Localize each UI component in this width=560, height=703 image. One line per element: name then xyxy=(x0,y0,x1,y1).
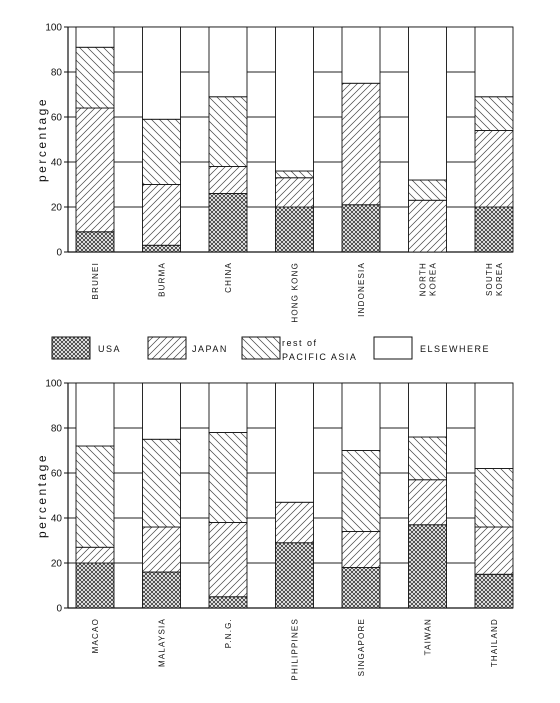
y-axis-label: percentage xyxy=(35,97,49,182)
bar-malaysia-usa xyxy=(142,571,181,609)
y-tick-label: 100 xyxy=(45,379,62,390)
bar-burma-usa xyxy=(142,244,181,253)
legend-elsewhere-swatch xyxy=(373,336,413,360)
x-tick-label: MALAYSIA xyxy=(158,618,167,667)
bar-macao-elsewhere xyxy=(75,382,115,447)
bar-china-elsewhere xyxy=(208,26,248,98)
bar-taiwan-japan xyxy=(408,479,447,526)
x-tick-label: CHINA xyxy=(224,262,233,293)
bar-singapore-usa xyxy=(341,567,381,609)
x-tick-label: SOUTHKOREA xyxy=(485,262,504,296)
bar-burma-elsewhere xyxy=(142,26,181,120)
bar-p-n-g-elsewhere xyxy=(208,382,248,433)
x-tick-label: TAIWAN xyxy=(424,618,433,655)
y-tick-label: 40 xyxy=(51,514,63,525)
y-axis-label: percentage xyxy=(35,453,49,538)
legend-rest-swatch xyxy=(241,336,281,360)
bar-china-rest-of-pacific-asia xyxy=(208,96,248,167)
bar-thailand-rest-of-pacific-asia xyxy=(474,468,514,528)
bar-china-japan xyxy=(208,166,248,194)
bar-philippines-japan xyxy=(275,501,314,544)
bar-south-korea-elsewhere xyxy=(474,26,514,98)
x-tick-label: BRUNEI xyxy=(91,262,100,299)
bottom-chart-panel: 0 20 40 60 80 100 percentage MACAO MALAYSIA P.N.G… xyxy=(35,379,514,681)
y-tick-label: 0 xyxy=(56,604,62,615)
bar-macao-rest-of-pacific-asia xyxy=(75,445,115,548)
bar-north-korea-rest-of-pacific-asia xyxy=(408,179,447,201)
bar-indonesia-elsewhere xyxy=(341,26,381,84)
y-tick-label: 40 xyxy=(51,158,63,169)
bar-south-korea-japan xyxy=(474,130,514,208)
bar-p-n-g-rest-of-pacific-asia xyxy=(208,432,248,523)
x-tick-label: PHILIPPINES xyxy=(291,618,300,681)
legend-elsewhere-label: ELSEWHERE xyxy=(420,344,490,354)
y-tick-label: 100 xyxy=(45,23,62,34)
bar-singapore-japan xyxy=(341,531,381,568)
x-tick-label: BURMA xyxy=(158,262,167,297)
y-tick-label: 80 xyxy=(51,68,63,79)
bar-macao-japan xyxy=(75,546,115,564)
bar-philippines-usa xyxy=(275,542,314,609)
chart-legend: USA JAPAN rest of PACIFIC ASIA ELSEWHERE xyxy=(51,336,490,362)
bar-taiwan-rest-of-pacific-asia xyxy=(408,436,447,481)
bar-north-korea-japan xyxy=(408,199,447,253)
bar-hong-kong-japan xyxy=(275,177,314,208)
bar-hong-kong-usa xyxy=(275,206,314,253)
top-chart-panel: 0 20 40 60 80 100 percentage BRUNEI BURMA CHINA HO… xyxy=(35,23,514,323)
y-tick-label: 60 xyxy=(51,113,63,124)
x-tick-label: HONG KONG xyxy=(291,262,300,323)
x-tick-label: THAILAND xyxy=(490,618,499,667)
bar-thailand-elsewhere xyxy=(474,382,514,469)
legend-rest-label-line2: PACIFIC ASIA xyxy=(282,352,357,362)
bar-singapore-elsewhere xyxy=(341,382,381,451)
bar-thailand-usa xyxy=(474,573,514,609)
bar-burma-rest-of-pacific-asia xyxy=(142,118,181,185)
bar-hong-kong-elsewhere xyxy=(275,26,314,172)
y-tick-label: 0 xyxy=(56,248,62,259)
y-tick-label: 80 xyxy=(51,424,63,435)
bar-indonesia-japan xyxy=(341,82,381,206)
x-tick-label: INDONESIA xyxy=(357,262,366,317)
bar-burma-japan xyxy=(142,184,181,246)
bar-singapore-rest-of-pacific-asia xyxy=(341,450,381,532)
bar-taiwan-usa xyxy=(408,524,447,609)
bar-south-korea-usa xyxy=(474,206,514,253)
x-tick-label: P.N.G. xyxy=(224,618,233,648)
bar-south-korea-rest-of-pacific-asia xyxy=(474,96,514,131)
bar-indonesia-usa xyxy=(341,204,381,253)
y-tick-label: 20 xyxy=(51,559,63,570)
x-tick-label: NORTHKOREA xyxy=(419,262,438,296)
legend-japan-label: JAPAN xyxy=(192,344,228,354)
legend-usa-swatch xyxy=(51,336,91,360)
y-tick-label: 20 xyxy=(51,203,63,214)
bar-taiwan-elsewhere xyxy=(408,382,447,438)
bar-macao-usa xyxy=(75,562,115,609)
bar-malaysia-rest-of-pacific-asia xyxy=(142,438,181,528)
bar-north-korea-elsewhere xyxy=(408,26,447,181)
x-tick-label: SINGAPORE xyxy=(357,618,366,676)
bar-hong-kong-rest-of-pacific-asia xyxy=(275,170,314,179)
bar-malaysia-elsewhere xyxy=(142,382,181,440)
bar-p-n-g-japan xyxy=(208,522,248,598)
legend-japan-swatch xyxy=(147,336,187,360)
bar-malaysia-japan xyxy=(142,526,181,573)
y-tick-label: 60 xyxy=(51,469,63,480)
bar-p-n-g-usa xyxy=(208,596,248,609)
bar-brunei-rest-of-pacific-asia xyxy=(75,46,115,109)
bar-philippines-elsewhere xyxy=(275,382,314,503)
legend-rest-label-line1: rest of xyxy=(282,338,318,348)
bar-brunei-japan xyxy=(75,107,115,233)
legend-usa-label: USA xyxy=(98,344,121,354)
x-tick-label: MACAO xyxy=(91,618,100,653)
bar-thailand-japan xyxy=(474,526,514,575)
bar-brunei-usa xyxy=(75,231,115,253)
bar-china-usa xyxy=(208,193,248,253)
bar-brunei-elsewhere xyxy=(75,26,115,48)
